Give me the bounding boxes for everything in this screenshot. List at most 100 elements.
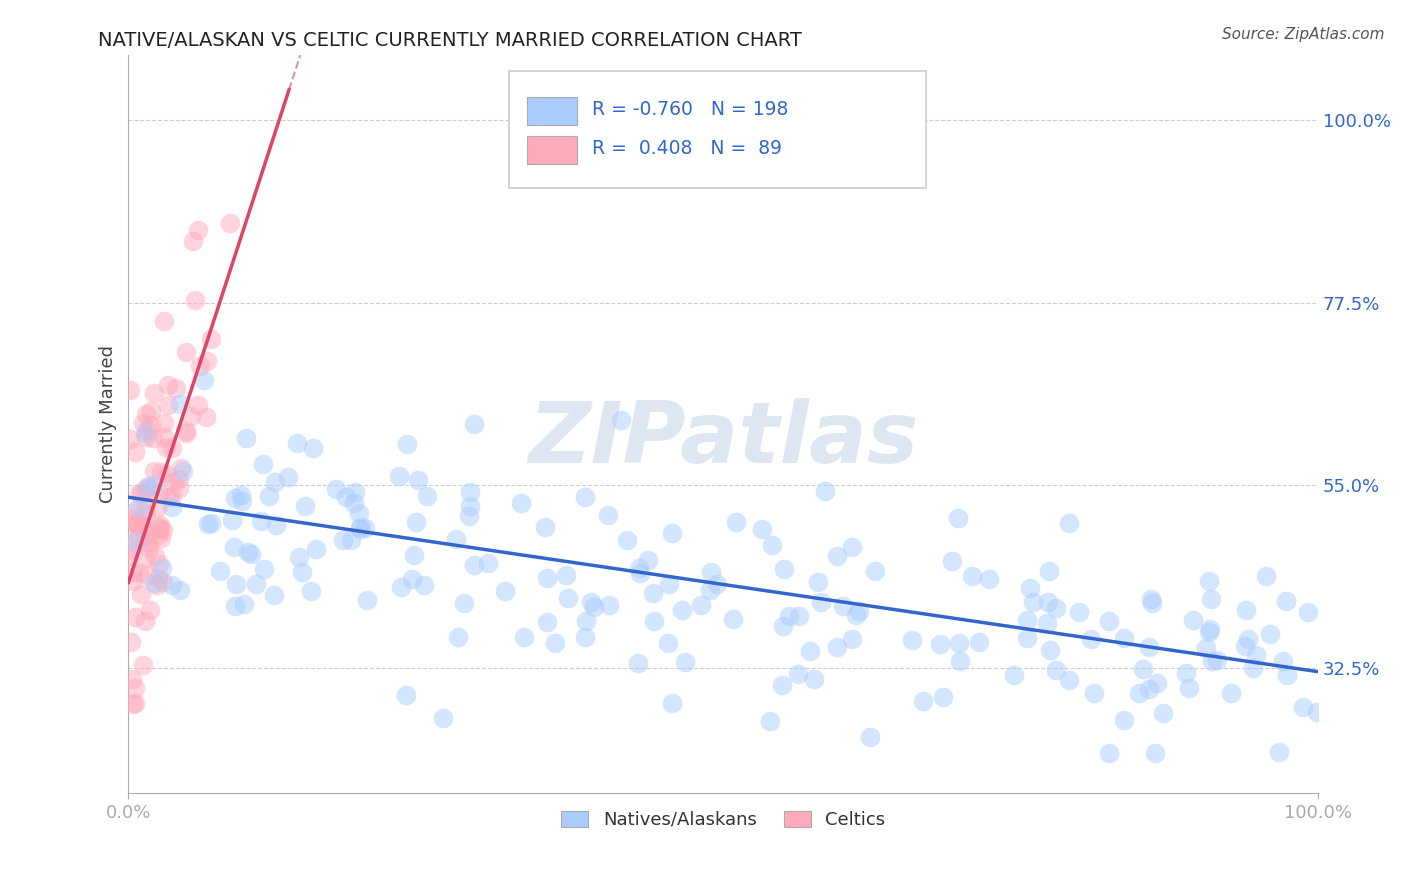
Point xyxy=(134,551,156,566)
Point xyxy=(610,412,633,426)
Point xyxy=(143,476,166,491)
Point xyxy=(941,554,963,568)
Point xyxy=(536,571,558,585)
Point xyxy=(263,588,285,602)
Point xyxy=(153,430,176,444)
Point xyxy=(1137,640,1160,654)
Point xyxy=(124,696,146,710)
Point xyxy=(219,216,242,230)
Point xyxy=(138,603,160,617)
Point xyxy=(807,574,830,589)
Point xyxy=(598,599,620,613)
Point xyxy=(149,531,172,545)
Point xyxy=(264,517,287,532)
Point xyxy=(841,540,863,554)
Point xyxy=(477,556,499,570)
Point xyxy=(396,437,419,451)
Point xyxy=(235,431,257,445)
Point xyxy=(671,603,693,617)
Point xyxy=(1057,673,1080,687)
Point xyxy=(229,488,252,502)
Point xyxy=(574,490,596,504)
Point xyxy=(946,511,969,525)
Point xyxy=(134,614,156,628)
Point xyxy=(135,525,157,540)
Point xyxy=(143,464,166,478)
Point xyxy=(209,564,232,578)
Point xyxy=(136,480,159,494)
Point xyxy=(325,482,347,496)
Point xyxy=(773,562,796,576)
Point xyxy=(162,475,184,489)
Point xyxy=(118,549,141,563)
Point xyxy=(1241,661,1264,675)
Point xyxy=(1017,613,1039,627)
Point xyxy=(967,635,990,649)
Point xyxy=(928,637,950,651)
Point xyxy=(1038,564,1060,578)
Point xyxy=(231,494,253,508)
Point xyxy=(291,565,314,579)
Point xyxy=(1254,569,1277,583)
Point xyxy=(344,484,367,499)
Point xyxy=(949,654,972,668)
Point xyxy=(120,635,142,649)
Point xyxy=(124,503,146,517)
Point xyxy=(406,473,429,487)
Point xyxy=(845,608,868,623)
Point xyxy=(121,673,143,687)
Point xyxy=(157,378,180,392)
Point xyxy=(141,417,163,432)
Point xyxy=(616,533,638,548)
Point xyxy=(160,441,183,455)
Point xyxy=(184,293,207,307)
Point xyxy=(148,521,170,535)
Point xyxy=(200,332,222,346)
Point xyxy=(225,577,247,591)
Point xyxy=(153,416,176,430)
Point xyxy=(457,509,479,524)
Point xyxy=(1098,614,1121,628)
Point xyxy=(657,636,679,650)
Point xyxy=(706,577,728,591)
Point xyxy=(643,585,665,599)
Point xyxy=(252,457,274,471)
Point xyxy=(778,608,800,623)
Point xyxy=(124,610,146,624)
Point xyxy=(169,472,191,486)
Point xyxy=(1195,641,1218,656)
Point xyxy=(224,599,246,613)
Point xyxy=(169,582,191,597)
Point xyxy=(832,599,855,613)
Point xyxy=(1080,632,1102,647)
Point xyxy=(170,461,193,475)
Point xyxy=(194,409,217,424)
Point xyxy=(1045,663,1067,677)
Point xyxy=(841,632,863,646)
Point xyxy=(444,532,467,546)
Point xyxy=(689,598,711,612)
Point xyxy=(149,518,172,533)
Point xyxy=(803,672,825,686)
Point xyxy=(160,490,183,504)
Point xyxy=(239,547,262,561)
Point xyxy=(195,354,218,368)
Point xyxy=(200,516,222,530)
Point xyxy=(1220,686,1243,700)
Point xyxy=(1260,627,1282,641)
Point xyxy=(932,690,955,704)
Point xyxy=(751,522,773,536)
Point xyxy=(188,359,211,373)
Point xyxy=(721,612,744,626)
Point xyxy=(143,549,166,564)
Point xyxy=(463,558,485,573)
Point xyxy=(122,516,145,530)
Point xyxy=(1174,666,1197,681)
Point xyxy=(148,486,170,500)
Point xyxy=(277,469,299,483)
Point xyxy=(1199,591,1222,606)
Point xyxy=(948,636,970,650)
Point xyxy=(141,404,163,418)
Point xyxy=(180,409,202,424)
Point xyxy=(152,524,174,538)
